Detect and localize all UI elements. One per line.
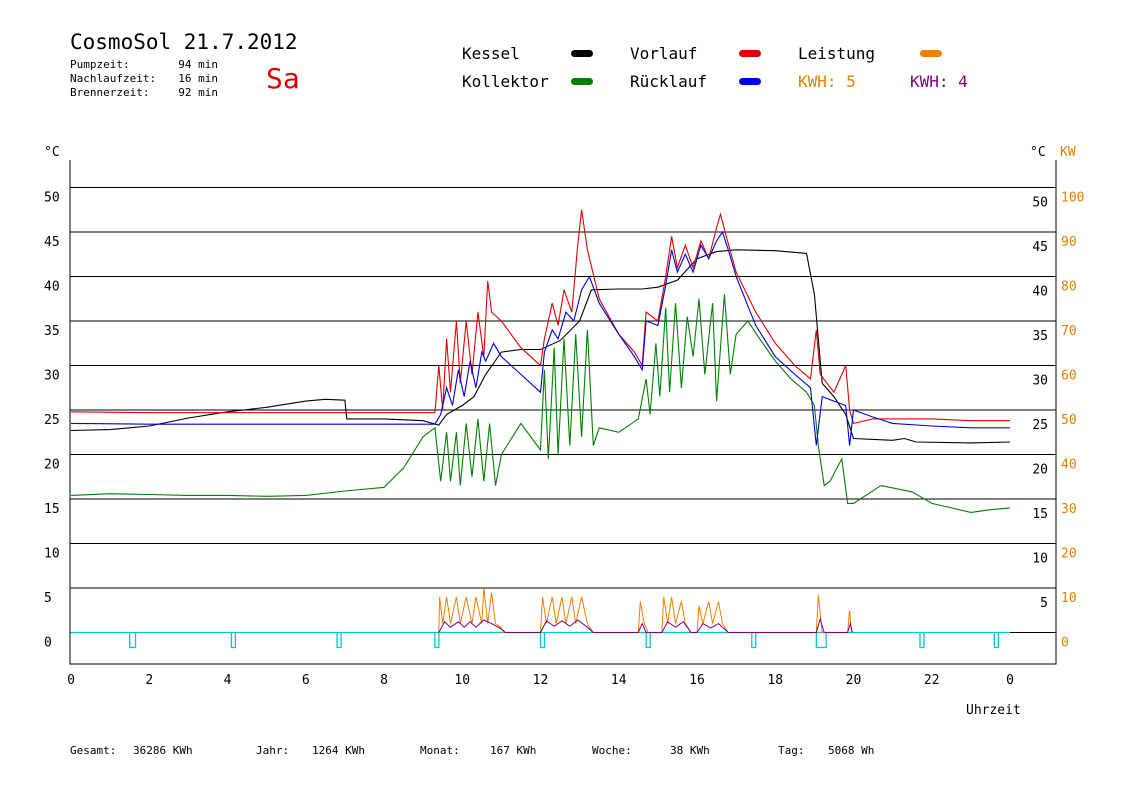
legend-kollektor-label: Kollektor: [462, 72, 549, 91]
series-leistung: [438, 587, 852, 633]
y-axis-unit-left: °C: [44, 145, 60, 160]
y-tick-right-temp: 30: [1032, 374, 1048, 389]
x-tick: 22: [924, 673, 940, 688]
y-tick-left: 40: [44, 280, 60, 295]
series-ruecklauf: [70, 230, 1010, 446]
y-tick-right-temp: 5: [1040, 596, 1048, 611]
footer-jahr-value: 1264 KWh: [312, 744, 365, 757]
legend-kessel-label: Kessel: [462, 44, 520, 63]
y-tick-left: 35: [44, 324, 60, 339]
legend-vorlauf-swatch: [739, 50, 761, 57]
y-tick-left: 15: [44, 502, 60, 517]
pumpzeit-label: Pumpzeit:: [70, 58, 130, 71]
y-tick-left: 20: [44, 458, 60, 473]
pump-pulse: [539, 632, 546, 649]
pump-pulse: [919, 632, 925, 649]
x-tick: 0: [1006, 673, 1014, 688]
y-tick-right-power: 50: [1061, 413, 1077, 428]
x-axis-label: Uhrzeit: [966, 703, 1021, 718]
footer-jahr-label: Jahr:: [256, 744, 290, 757]
legend-leistung-swatch: [920, 50, 942, 57]
legend-leistung-label: Leistung: [798, 44, 876, 63]
pump-pulse: [645, 632, 651, 649]
y-tick-right-temp: 15: [1032, 507, 1048, 522]
y-tick-right-power: 0: [1061, 636, 1069, 651]
chart-series: [70, 209, 1011, 649]
series-kwh: [438, 617, 853, 633]
x-tick: 4: [224, 673, 232, 688]
y-tick-right-temp: 10: [1032, 552, 1048, 567]
y-tick-right-power: 30: [1061, 502, 1077, 517]
legend-kollektor-swatch: [571, 78, 593, 85]
x-tick: 6: [302, 673, 310, 688]
footer-woche-value: 38 KWh: [670, 744, 710, 757]
footer-monat-label: Monat:: [420, 744, 460, 757]
pumpzeit-value: 94 min: [178, 58, 218, 71]
y-tick-left: 45: [44, 235, 60, 250]
pump-pulse: [815, 632, 827, 649]
nachlaufzeit-value: 16 min: [178, 72, 218, 85]
brennerzeit-label: Brennerzeit:: [70, 86, 150, 99]
y-tick-right-temp: 50: [1032, 196, 1048, 211]
y-tick-left: 25: [44, 413, 60, 428]
brennerzeit-value: 92 min: [178, 86, 218, 99]
x-tick: 20: [846, 673, 862, 688]
y-axis-unit-power: KW: [1060, 145, 1076, 160]
y-tick-right-power: 80: [1061, 280, 1077, 295]
legend-vorlauf-label: Vorlauf: [630, 44, 698, 63]
y-tick-right-power: 70: [1061, 324, 1077, 339]
y-tick-left: 10: [44, 547, 60, 562]
legend-kwh-orange: KWH: 5: [798, 72, 856, 91]
chart-axes: 0510152025303540455051015202530354045500…: [44, 145, 1084, 718]
y-tick-right-temp: 25: [1032, 418, 1048, 433]
x-tick: 8: [380, 673, 388, 688]
legend-kwh-purple: KWH: 4: [910, 72, 968, 91]
pump-pulse: [434, 632, 440, 649]
weekday-label: Sa: [266, 62, 300, 95]
legend-ruecklauf-swatch: [739, 78, 761, 85]
plot-frame: [69, 160, 1057, 665]
x-tick: 0: [67, 673, 75, 688]
pump-pulse: [993, 632, 999, 649]
nachlaufzeit-label: Nachlaufzeit:: [70, 72, 157, 85]
footer-monat-value: 167 KWh: [490, 744, 537, 757]
y-tick-left: 30: [44, 369, 60, 384]
legend-kessel-swatch: [571, 50, 593, 57]
pump-pulse: [129, 632, 137, 649]
y-tick-right-power: 90: [1061, 235, 1077, 250]
y-axis-unit-right: °C: [1030, 145, 1046, 160]
footer-tag-label: Tag:: [778, 744, 805, 757]
pump-pulse: [230, 632, 237, 649]
y-tick-right-power: 60: [1061, 369, 1077, 384]
footer-woche-label: Woche:: [592, 744, 632, 757]
series-kessel: [70, 249, 1011, 444]
pump-pulse: [336, 632, 342, 649]
y-tick-left: 0: [44, 636, 52, 651]
y-tick-right-temp: 35: [1032, 329, 1048, 344]
y-tick-left: 5: [44, 591, 52, 606]
y-tick-right-temp: 40: [1032, 285, 1048, 300]
pump-pulse: [751, 632, 757, 649]
y-tick-right-power: 40: [1061, 458, 1077, 473]
y-tick-right-temp: 20: [1032, 463, 1048, 478]
y-tick-right-power: 10: [1061, 591, 1077, 606]
x-tick: 14: [611, 673, 627, 688]
y-tick-right-temp: 45: [1032, 240, 1048, 255]
y-tick-right-power: 20: [1061, 547, 1077, 562]
x-tick: 10: [454, 673, 470, 688]
x-tick: 12: [533, 673, 549, 688]
y-tick-left: 50: [44, 191, 60, 206]
x-tick: 18: [767, 673, 783, 688]
x-tick: 2: [145, 673, 153, 688]
footer-gesamt-label: Gesamt:: [70, 744, 117, 757]
footer-gesamt-value: 36286 KWh: [133, 744, 193, 757]
chart-title: CosmoSol 21.7.2012: [70, 30, 298, 54]
footer-tag-value: 5068 Wh: [828, 744, 875, 757]
series-kollektor: [70, 294, 1011, 513]
chart-grid: [70, 187, 1056, 634]
legend-ruecklauf-label: Rücklauf: [630, 72, 708, 91]
y-tick-right-power: 100: [1061, 191, 1084, 206]
x-tick: 16: [689, 673, 705, 688]
